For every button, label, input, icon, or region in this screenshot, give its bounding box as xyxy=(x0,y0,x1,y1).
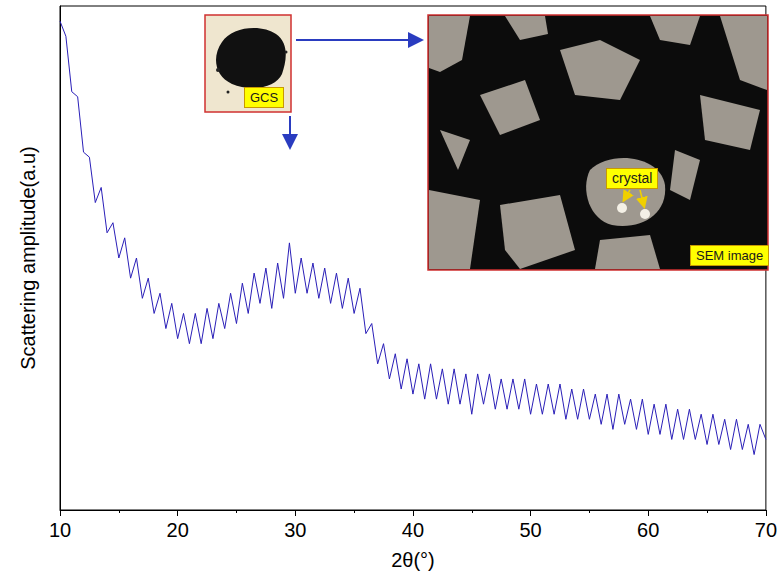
svg-text:70: 70 xyxy=(755,519,777,541)
html-text:crystal: crystal xyxy=(612,170,653,186)
svg-text:10: 10 xyxy=(49,519,71,541)
svg-text:40: 40 xyxy=(402,519,424,541)
svg-text:20: 20 xyxy=(167,519,189,541)
svg-text:50: 50 xyxy=(519,519,541,541)
html-text:SEM image: SEM image xyxy=(696,248,764,263)
html-text:GCS: GCS xyxy=(250,90,279,105)
svg-text:30: 30 xyxy=(284,519,306,541)
svg-text:60: 60 xyxy=(637,519,659,541)
svg-text:Scattering amplitude(a.u): Scattering amplitude(a.u) xyxy=(17,146,39,369)
svg-text:2θ(°): 2θ(°) xyxy=(391,549,435,571)
